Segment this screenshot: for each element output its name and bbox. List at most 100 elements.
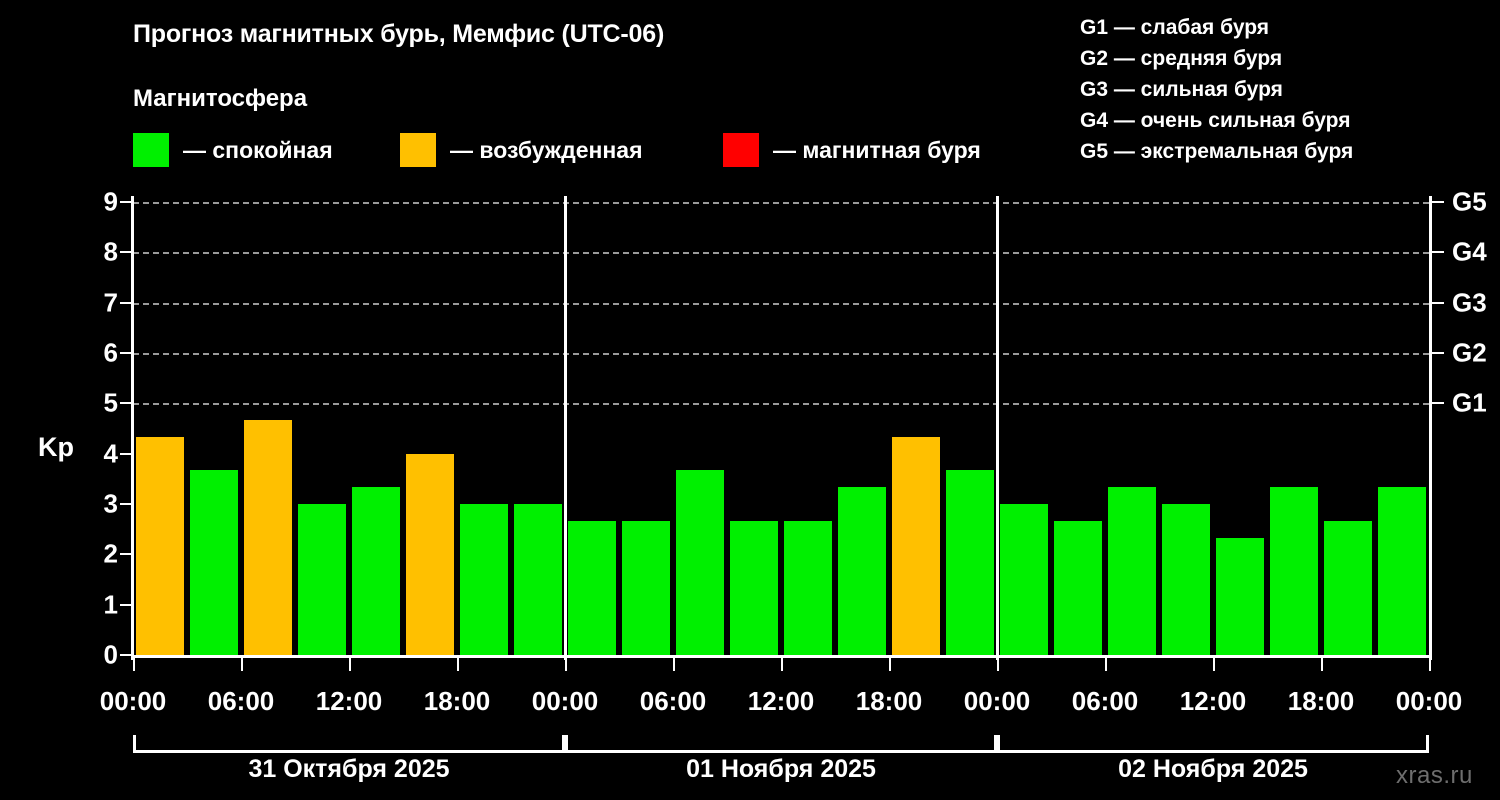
legend-entry-unsettled: — возбужденная [400,133,643,167]
plot-background [133,202,1429,655]
y-axis-tick-mark [120,352,132,354]
date-label: 01 Ноября 2025 [686,755,876,783]
x-axis-tick-label: 06:00 [1071,686,1139,716]
date-label: 31 Октября 2025 [248,755,450,783]
gscale-legend-line-g2: G2 — средняя буря [1080,47,1283,70]
legend-label-unsettled: — возбужденная [450,136,643,163]
y-axis-tick-label: 2 [103,538,118,569]
x-axis-tick-label: 00:00 [963,686,1031,716]
x-axis-tick-mark [1429,658,1431,671]
day-separator [564,196,567,660]
bar-kp[interactable] [1324,520,1372,655]
gridline-kp-9 [133,202,1429,204]
x-axis-tick-label: 00:00 [1395,686,1463,716]
x-axis-tick-mark [241,658,243,671]
x-axis-tick-label: 12:00 [315,686,383,716]
bar-kp[interactable] [352,487,400,655]
page-title: Прогноз магнитных бурь, Мемфис (UTC-06) [133,20,665,48]
legend-swatch-quiet [133,133,169,167]
x-axis-tick-label: 00:00 [531,686,599,716]
x-axis-tick-label: 00:00 [99,686,167,716]
date-label: 02 Ноября 2025 [1118,755,1308,783]
gscale-legend-line-g3: G3 — сильная буря [1080,78,1283,101]
bar-kp[interactable] [1000,504,1048,655]
x-axis-tick-label: 18:00 [855,686,923,716]
bar-kp[interactable] [946,470,994,655]
x-axis-tick-mark [889,658,891,671]
x-axis-tick-label: 06:00 [207,686,275,716]
x-axis-tick-mark [1213,658,1215,671]
watermark: xras.ru [1396,762,1473,789]
gscale-axis-tick-mark [1432,201,1444,203]
x-axis-tick-mark [1321,658,1323,671]
y-axis-tick-mark [120,654,132,656]
x-axis-tick-mark [1105,658,1107,671]
y-axis-tick-mark [120,603,132,606]
bar-kp[interactable] [676,470,724,655]
y-axis-tick-label: 5 [103,387,118,418]
gridline-kp-5 [133,403,1429,406]
bar-kp[interactable] [892,437,940,655]
y-axis-tick-label: 9 [103,186,118,217]
bar-kp[interactable] [622,520,670,655]
y-axis-tick-label: 3 [103,488,118,519]
bar-kp[interactable] [1216,537,1264,655]
bar-kp[interactable] [784,520,832,655]
magnetosphere-legend-heading: Магнитосфера [133,85,308,112]
bar-kp[interactable] [1270,487,1318,655]
x-axis-tick-mark [673,658,675,671]
y-axis-tick-mark [120,503,132,505]
bar-kp[interactable] [460,504,508,655]
legend-label-quiet: — спокойная [183,136,333,163]
bar-kp[interactable] [1108,487,1156,655]
bar-kp[interactable] [730,520,778,655]
gscale-axis-label-g1: G1 [1452,387,1487,418]
bar-kp[interactable] [244,419,292,655]
bar-kp[interactable] [568,520,616,655]
gscale-axis-tick-mark [1432,352,1444,354]
y-axis-tick-mark [120,553,132,556]
y-axis-right-line [1429,196,1432,660]
gscale-axis-tick-mark [1432,251,1444,254]
gridline-kp-6 [133,353,1429,355]
y-axis-tick-label: 8 [103,236,118,267]
bar-kp[interactable] [1162,504,1210,655]
y-axis-title: Kp [38,432,74,462]
date-bracket [133,735,565,753]
gscale-legend: G1 — слабая буря G2 — средняя буря G3 — … [1080,12,1495,167]
y-axis-tick-mark [120,251,132,254]
bar-kp[interactable] [298,504,346,655]
gridline-kp-8 [133,252,1429,255]
gscale-axis-tick-mark [1432,402,1444,405]
x-axis-tick-label: 12:00 [747,686,815,716]
x-axis-tick-mark [781,658,783,671]
x-axis-tick-label: 18:00 [423,686,491,716]
x-axis-tick-mark [565,658,567,671]
gscale-axis-label-g3: G3 [1452,287,1487,318]
day-separator [996,196,999,660]
x-axis-tick-mark [349,658,351,671]
gscale-axis-label-g4: G4 [1452,236,1487,267]
y-axis-tick-mark [120,201,132,203]
bar-kp[interactable] [838,487,886,655]
gscale-axis-label-g5: G5 [1452,186,1487,217]
plot-area [133,202,1429,655]
gscale-legend-line-g4: G4 — очень сильная буря [1080,109,1351,132]
y-axis-tick-mark [120,301,132,304]
bar-kp[interactable] [514,504,562,655]
x-axis-tick-label: 12:00 [1179,686,1247,716]
y-axis-tick-label: 6 [103,337,118,368]
bar-kp[interactable] [1378,487,1426,655]
legend-swatch-unsettled [400,133,436,167]
gscale-legend-line-g1: G1 — слабая буря [1080,16,1270,39]
legend-entry-storm: — магнитная буря [723,133,981,167]
gscale-axis-tick-mark [1432,301,1444,304]
bar-kp[interactable] [1054,520,1102,655]
y-axis-tick-mark [120,452,132,455]
y-axis-tick-label: 4 [103,438,118,469]
bar-kp[interactable] [190,470,238,655]
bar-kp[interactable] [406,453,454,655]
legend-entry-quiet: — спокойная [133,133,333,167]
bar-kp[interactable] [136,437,184,655]
